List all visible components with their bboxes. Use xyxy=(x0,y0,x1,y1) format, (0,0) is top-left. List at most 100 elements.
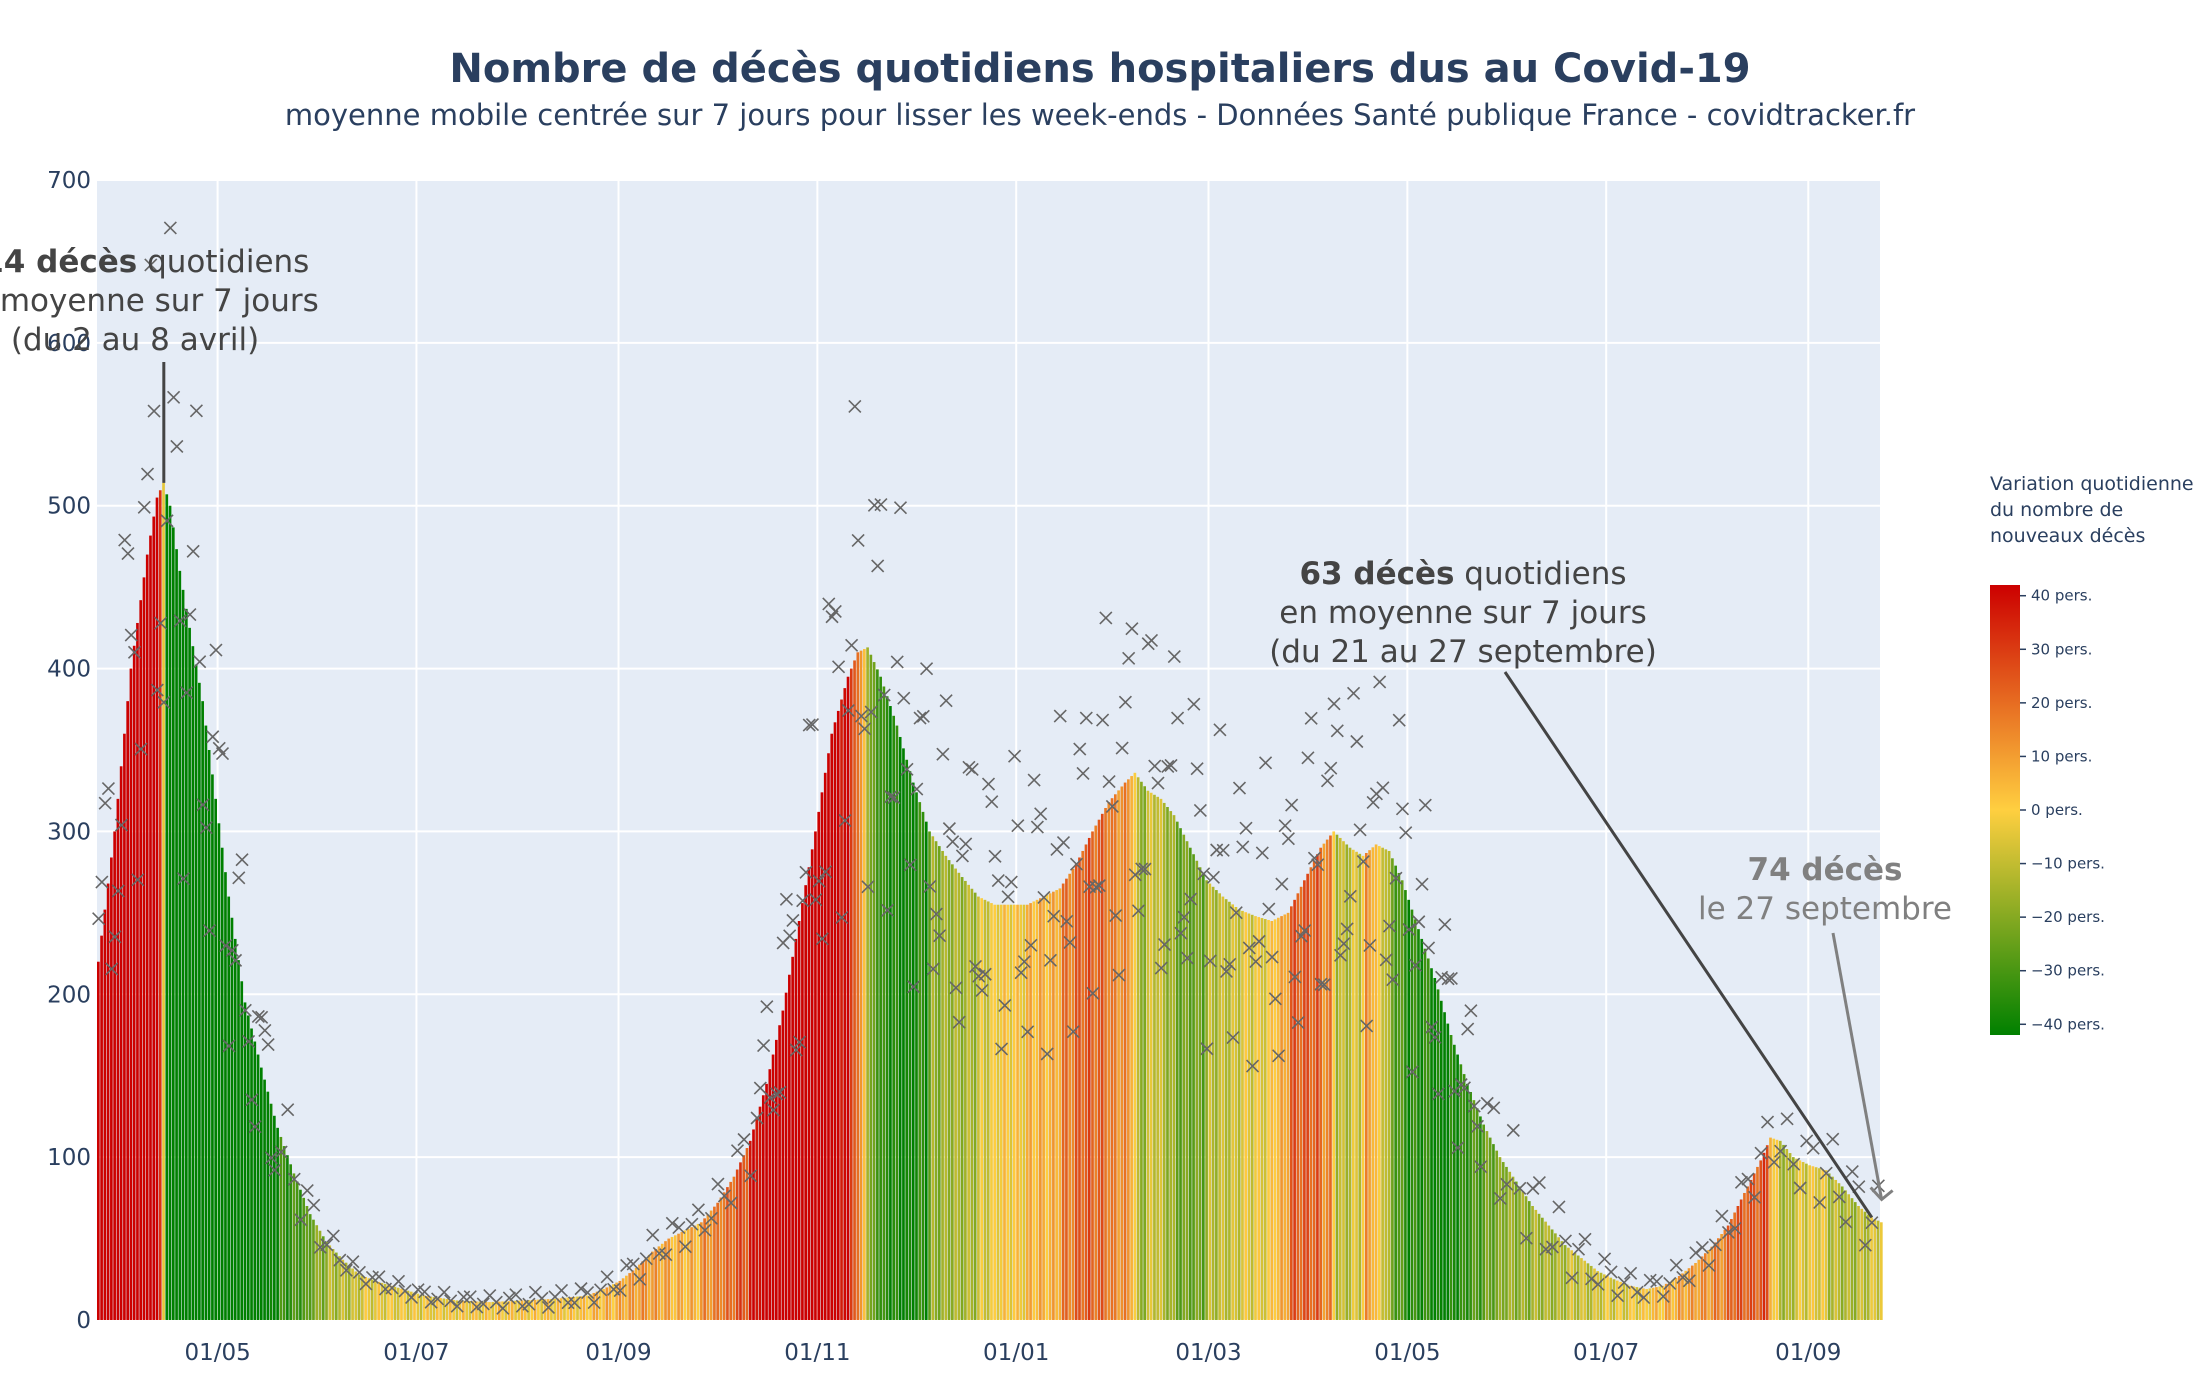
y-axis: 0 100 200 300 400 500 600 700 xyxy=(47,168,91,1334)
bar xyxy=(1671,1279,1675,1320)
raw-marker xyxy=(1353,823,1367,837)
peak-annotation-line1: 514 décès quotidiens xyxy=(0,244,309,280)
bar xyxy=(1241,910,1244,1320)
raw-marker xyxy=(581,1285,595,1300)
raw-marker xyxy=(1327,697,1341,711)
raw-marker xyxy=(134,742,148,756)
raw-marker xyxy=(1363,938,1377,953)
bar xyxy=(879,676,882,1320)
peak-annotation-line3: (du 2 au 8 avril) xyxy=(11,322,259,358)
bar xyxy=(1791,1157,1795,1320)
bar xyxy=(765,1083,768,1320)
bar xyxy=(1068,873,1072,1320)
bar xyxy=(207,750,211,1320)
bar xyxy=(178,570,182,1320)
raw-marker xyxy=(812,874,826,888)
raw-marker xyxy=(1278,819,1292,833)
raw-marker xyxy=(235,853,249,867)
raw-marker xyxy=(245,1093,259,1107)
bar xyxy=(1263,919,1267,1320)
bar xyxy=(165,494,169,1320)
raw-marker xyxy=(170,439,184,454)
bar xyxy=(432,1297,436,1320)
colorbar-tick-label: 30 pers. xyxy=(2031,640,2092,658)
bar xyxy=(1410,909,1414,1320)
bar xyxy=(1674,1277,1678,1320)
bar xyxy=(755,1118,759,1320)
raw-marker xyxy=(929,907,943,921)
raw-marker xyxy=(1138,862,1152,876)
y-tick-label: 300 xyxy=(47,819,91,845)
bar xyxy=(846,676,850,1320)
bar xyxy=(634,1267,638,1320)
bar xyxy=(566,1297,570,1320)
bar xyxy=(559,1298,563,1320)
bar xyxy=(1009,904,1013,1320)
bar xyxy=(1417,929,1420,1320)
raw-marker xyxy=(981,777,996,791)
bar xyxy=(625,1275,628,1320)
raw-marker xyxy=(1500,1177,1514,1191)
bar xyxy=(1254,916,1257,1320)
bar xyxy=(1730,1219,1733,1320)
bar xyxy=(1834,1179,1838,1320)
raw-marker xyxy=(1464,1004,1478,1018)
raw-marker xyxy=(1014,966,1028,980)
raw-marker xyxy=(994,1042,1009,1056)
bar xyxy=(318,1230,322,1320)
bar xyxy=(1162,802,1166,1320)
bar xyxy=(527,1300,530,1320)
bar xyxy=(256,1054,260,1320)
raw-marker xyxy=(893,501,908,515)
bar xyxy=(768,1069,772,1320)
bar xyxy=(882,686,886,1320)
raw-marker xyxy=(554,1283,569,1297)
bar xyxy=(863,649,866,1320)
bar xyxy=(1664,1283,1668,1320)
raw-marker xyxy=(199,821,213,835)
raw-marker xyxy=(1249,954,1263,969)
bar xyxy=(1045,894,1049,1320)
bar xyxy=(305,1206,309,1320)
raw-marker xyxy=(802,718,816,732)
raw-marker xyxy=(1715,1209,1729,1223)
raw-marker xyxy=(1102,774,1116,789)
bar xyxy=(1260,918,1264,1320)
bar xyxy=(400,1288,403,1320)
raw-marker xyxy=(1314,977,1328,991)
bar xyxy=(1348,847,1352,1320)
x-tick-label: 01/05 xyxy=(1374,1340,1440,1366)
bar xyxy=(621,1278,625,1320)
bar xyxy=(155,497,159,1321)
bar xyxy=(647,1254,651,1320)
bar xyxy=(788,974,791,1320)
bar xyxy=(1120,786,1124,1320)
bar xyxy=(1443,1012,1446,1320)
bar xyxy=(328,1245,332,1320)
raw-marker xyxy=(219,939,233,953)
raw-marker xyxy=(1242,941,1256,955)
raw-marker xyxy=(1184,892,1198,906)
bar xyxy=(266,1091,270,1320)
colorbar-ticks: 40 pers. 30 pers. 20 pers. 10 pers. 0 pers. −… xyxy=(2020,587,2105,1033)
bar xyxy=(823,772,827,1320)
bar xyxy=(853,660,856,1320)
bar xyxy=(1048,893,1052,1320)
raw-marker xyxy=(818,865,833,879)
bar xyxy=(1391,858,1394,1320)
raw-marker xyxy=(1047,909,1061,923)
bar xyxy=(1097,819,1101,1320)
bar xyxy=(1726,1225,1730,1320)
bar xyxy=(1501,1162,1505,1320)
bar xyxy=(934,841,938,1320)
bar xyxy=(1736,1206,1740,1320)
raw-marker xyxy=(222,1039,236,1053)
raw-marker xyxy=(1053,709,1067,723)
raw-marker xyxy=(594,1283,608,1297)
raw-marker xyxy=(1229,906,1243,920)
raw-marker xyxy=(685,1217,699,1231)
bar xyxy=(1081,850,1085,1320)
bar xyxy=(1280,916,1283,1320)
bar xyxy=(1557,1237,1560,1320)
colorbar xyxy=(1990,585,2020,1035)
